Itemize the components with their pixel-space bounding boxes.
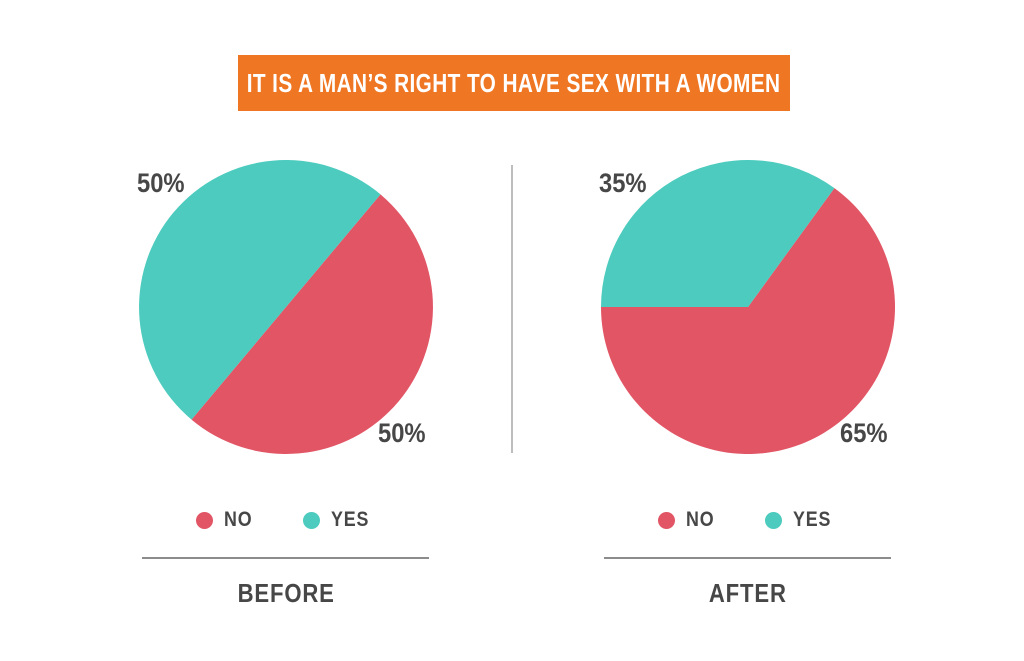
- vertical-divider: [511, 165, 513, 453]
- legend-dot-no-icon: [657, 511, 675, 529]
- after-panel: 35% 65% NO YES AFTER: [598, 157, 898, 637]
- legend-after: NO YES: [598, 508, 898, 532]
- legend-dot-yes-icon: [765, 511, 783, 529]
- pie-chart-before: [139, 160, 433, 454]
- chart-title: IT IS A MAN’S RIGHT TO HAVE SEX WITH A W…: [247, 67, 781, 98]
- legend-before: NO YES: [136, 508, 436, 532]
- legend-label-yes: YES: [793, 508, 832, 531]
- value-label-before-yes: 50%: [137, 168, 185, 198]
- pie-slice-no: [601, 188, 895, 454]
- pie-slice-yes: [139, 160, 381, 420]
- panel-label-after-text: AFTER: [709, 578, 787, 608]
- legend-item-no: NO: [195, 508, 258, 532]
- value-label-before-no: 50%: [378, 418, 426, 448]
- legend-item-no: NO: [657, 508, 720, 532]
- panel-label-before: BEFORE: [136, 578, 436, 609]
- panel-label-after: AFTER: [598, 578, 898, 609]
- value-label-after-yes: 35%: [599, 168, 647, 198]
- legend-label-yes: YES: [331, 508, 370, 531]
- title-banner: IT IS A MAN’S RIGHT TO HAVE SEX WITH A W…: [238, 55, 790, 111]
- legend-dot-yes-icon: [303, 511, 321, 529]
- legend-underline-after: [604, 557, 891, 559]
- legend-label-no: NO: [685, 508, 715, 531]
- pie-slice-yes: [601, 159, 835, 307]
- pie-chart-after: [601, 159, 895, 454]
- legend-item-yes: YES: [765, 508, 838, 532]
- legend-dot-no-icon: [195, 511, 213, 529]
- panel-label-before-text: BEFORE: [237, 578, 335, 608]
- before-panel: 50% 50% NO YES BEFORE: [136, 157, 436, 637]
- value-label-after-no: 65%: [840, 418, 888, 448]
- legend-item-yes: YES: [303, 508, 376, 532]
- legend-underline-before: [142, 557, 429, 559]
- legend-label-no: NO: [223, 508, 253, 531]
- pie-slice-no: [191, 194, 433, 454]
